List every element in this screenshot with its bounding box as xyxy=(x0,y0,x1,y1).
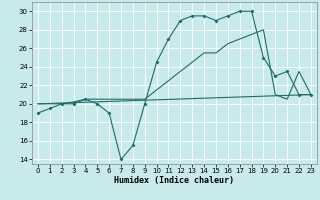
X-axis label: Humidex (Indice chaleur): Humidex (Indice chaleur) xyxy=(115,176,234,185)
